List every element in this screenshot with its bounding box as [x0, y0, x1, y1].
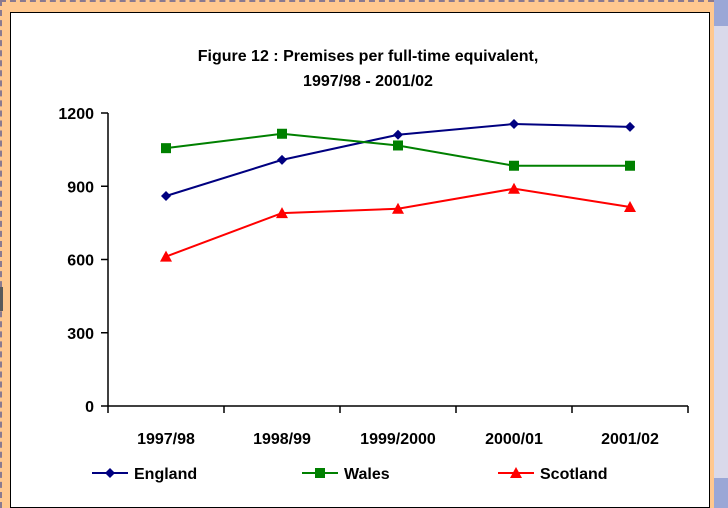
panel-marker [0, 287, 3, 311]
legend-item-wales: Wales [302, 466, 390, 483]
data-point-wales [509, 160, 519, 171]
legend-swatch-marker [105, 468, 115, 478]
data-point-scotland [508, 182, 520, 194]
data-point-england [625, 121, 635, 132]
data-point-wales [161, 143, 171, 154]
legend-label: Scotland [540, 466, 608, 483]
legend-label: Wales [344, 466, 390, 483]
y-tick-label: 0 [85, 399, 94, 416]
series-scotland [160, 182, 636, 262]
y-tick-label: 300 [67, 326, 94, 343]
data-point-wales [277, 128, 287, 139]
series-line-scotland [165, 187, 631, 258]
data-point-england [161, 191, 171, 202]
x-tick-label: 1998/99 [253, 431, 311, 448]
series-england [161, 118, 635, 202]
data-point-england [277, 154, 287, 165]
series-wales [161, 128, 635, 171]
legend-item-scotland: Scotland [498, 466, 608, 483]
line-chart: Figure 12 : Premises per full-time equiv… [58, 48, 689, 483]
data-point-scotland [276, 207, 288, 219]
legend-swatch-marker [510, 467, 522, 478]
chart-title: Figure 12 : Premises per full-time equiv… [198, 48, 539, 65]
chart-subtitle: 1997/98 - 2001/02 [303, 73, 433, 90]
y-tick-label: 1200 [58, 106, 94, 123]
x-tick-label: 2000/01 [485, 431, 543, 448]
chart-frame [10, 12, 710, 508]
legend: England Wales Scotland [92, 466, 608, 483]
x-tick-label: 2001/02 [601, 431, 659, 448]
data-point-scotland [624, 201, 636, 213]
window-edge [714, 0, 728, 508]
y-tick-label: 900 [67, 179, 94, 196]
y-tick-label: 600 [67, 253, 94, 270]
data-point-scotland [392, 202, 404, 214]
x-tick-label: 1999/2000 [360, 431, 436, 448]
legend-label: England [134, 466, 197, 483]
data-point-wales [393, 140, 403, 151]
window-edge-top [714, 0, 728, 26]
legend-item-england: England [92, 466, 197, 483]
x-tick-label: 1997/98 [137, 431, 195, 448]
y-axis-ticks: 0 300 600 900 1200 [58, 106, 108, 416]
x-axis-ticks: 1997/98 1998/99 1999/2000 2000/01 2001/02 [107, 406, 689, 448]
data-point-england [509, 118, 519, 129]
window-edge-bottom [714, 478, 728, 508]
data-point-scotland [160, 250, 172, 262]
data-point-england [393, 129, 403, 140]
legend-swatch-marker [315, 468, 325, 478]
data-point-wales [625, 160, 635, 171]
series-layer [160, 118, 636, 262]
